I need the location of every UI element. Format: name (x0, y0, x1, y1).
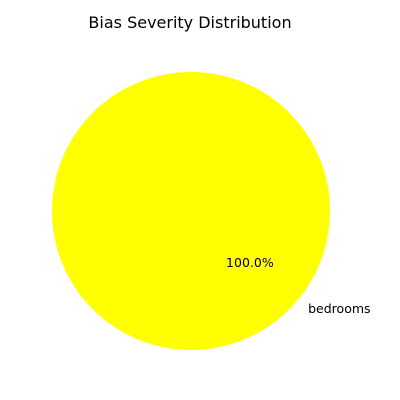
pie-category-label: bedrooms (308, 301, 370, 316)
pie-slice-bedrooms (52, 72, 330, 350)
pie-slices-group: 100.0% bedrooms (52, 72, 371, 350)
pie-percent-label: 100.0% (226, 255, 274, 270)
chart-title: Bias Severity Distribution (88, 13, 291, 32)
